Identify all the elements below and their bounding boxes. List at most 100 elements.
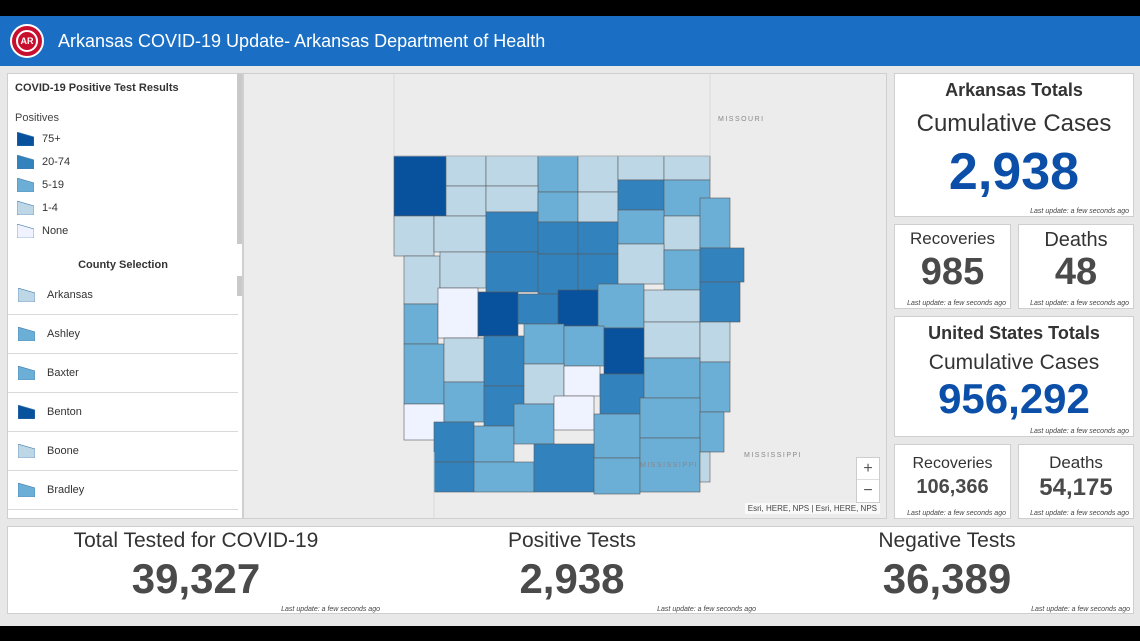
negative-tests-stat: Negative Tests 36,389 Last update: a few… [760,527,1134,615]
county-shape[interactable] [473,461,535,493]
arkansas-deaths-value: 48 [1054,251,1098,293]
negative-tests-value: 36,389 [882,555,1012,602]
county-shape[interactable] [445,185,487,217]
county-shape[interactable] [433,215,487,253]
zoom-out-button[interactable]: − [863,482,873,499]
county-shape[interactable] [699,281,741,323]
map-attribution[interactable]: Esri, HERE, NPS | Esri, HERE, NPS [744,503,880,514]
county-shape[interactable] [537,191,579,223]
county-shape[interactable] [485,185,539,213]
county-shape[interactable] [433,421,475,463]
county-shape[interactable] [513,403,555,445]
legend-swatch-icon [16,223,35,239]
county-shape[interactable] [699,197,731,249]
county-shape[interactable] [639,437,701,493]
arkansas-cumulative-label: Cumulative Cases [916,110,1112,137]
county-shape[interactable] [699,361,731,413]
legend-subtitle: Positives [15,112,60,124]
county-shape[interactable] [643,321,701,359]
county-shape[interactable] [597,283,645,329]
county-shape[interactable] [563,365,601,397]
county-swatch-icon [17,482,36,498]
county-item-baxter[interactable]: Baxter [8,354,238,393]
last-update-text: Last update: a few seconds ago [657,606,756,613]
county-shape[interactable] [443,381,485,423]
county-shape[interactable] [403,343,445,405]
legend-scrollbar[interactable] [237,74,242,244]
county-shape[interactable] [477,291,519,337]
county-shape[interactable] [553,395,595,431]
county-item-boone[interactable]: Boone [8,432,238,471]
county-shape[interactable] [639,397,701,439]
county-shape[interactable] [433,461,475,493]
county-shape[interactable] [403,303,439,345]
county-item-ashley[interactable]: Ashley [8,315,238,354]
county-shape[interactable] [577,221,619,255]
county-shape[interactable] [537,221,579,255]
logo-mark: AR [16,30,38,52]
county-shape[interactable] [663,215,701,251]
county-item-bradley[interactable]: Bradley [8,471,238,510]
county-shape[interactable] [533,443,595,493]
county-shape[interactable] [445,155,487,187]
county-shape[interactable] [603,327,645,375]
legend-item-label: 20-74 [42,156,71,168]
county-shape[interactable] [537,253,579,295]
county-shape[interactable] [443,337,485,383]
county-shape[interactable] [577,155,619,193]
county-item-label: Baxter [47,367,79,379]
county-shape[interactable] [439,251,487,289]
county-shape[interactable] [643,289,701,323]
county-shape[interactable] [437,287,479,339]
last-update-text: Last update: a few seconds ago [1030,428,1129,435]
county-shape[interactable] [699,451,711,483]
county-shape[interactable] [593,413,641,459]
last-update-text: Last update: a few seconds ago [1030,300,1129,307]
map-label-missouri: MISSOURI [718,116,765,123]
county-item-label: Benton [47,406,82,418]
county-shape[interactable] [485,211,539,253]
county-list-scrollbar[interactable] [237,276,242,296]
county-shape[interactable] [393,155,447,217]
county-shape[interactable] [699,411,725,453]
county-shape[interactable] [557,289,599,327]
county-shape[interactable] [523,323,565,365]
county-shape[interactable] [699,321,731,363]
county-shape[interactable] [485,155,539,187]
map-panel[interactable]: MISSOURI MISSISSIPPI MISSISSIPPI + − Esr… [243,73,887,519]
county-shape[interactable] [617,209,665,245]
county-item-arkansas[interactable]: Arkansas [8,276,238,315]
last-update-text: Last update: a few seconds ago [907,300,1006,307]
county-shape[interactable] [483,335,525,387]
logo: AR [10,24,44,58]
zoom-in-button[interactable]: + [857,458,879,480]
county-shape[interactable] [699,247,745,283]
county-shape[interactable] [663,155,711,181]
county-shape[interactable] [577,191,619,223]
legend-item-label: None [42,225,69,237]
county-shape[interactable] [663,249,701,291]
county-shape[interactable] [617,155,665,181]
legend-item: None [16,221,69,241]
county-shape[interactable] [643,357,701,399]
county-shape[interactable] [563,325,605,367]
last-update-text: Last update: a few seconds ago [907,510,1006,517]
legend-item: 1-4 [16,198,58,218]
legend-swatch-icon [16,154,35,170]
county-shape[interactable] [403,255,441,305]
county-shape[interactable] [617,179,665,211]
county-shape[interactable] [473,425,515,463]
county-shape[interactable] [593,457,641,495]
county-shape[interactable] [617,243,665,285]
county-shape[interactable] [537,155,579,193]
county-item-benton[interactable]: Benton [8,393,238,432]
county-shape[interactable] [393,215,435,257]
arkansas-totals-heading: Arkansas Totals [945,80,1083,100]
county-shape[interactable] [517,293,559,325]
county-item-label: Ashley [47,328,81,340]
arkansas-county-map[interactable] [244,74,887,519]
county-shape[interactable] [485,251,539,293]
us-recoveries-value: 106,366 [916,476,989,498]
county-shape[interactable] [599,373,645,415]
legend-panel: COVID-19 Positive Test Results Positives… [7,73,243,519]
